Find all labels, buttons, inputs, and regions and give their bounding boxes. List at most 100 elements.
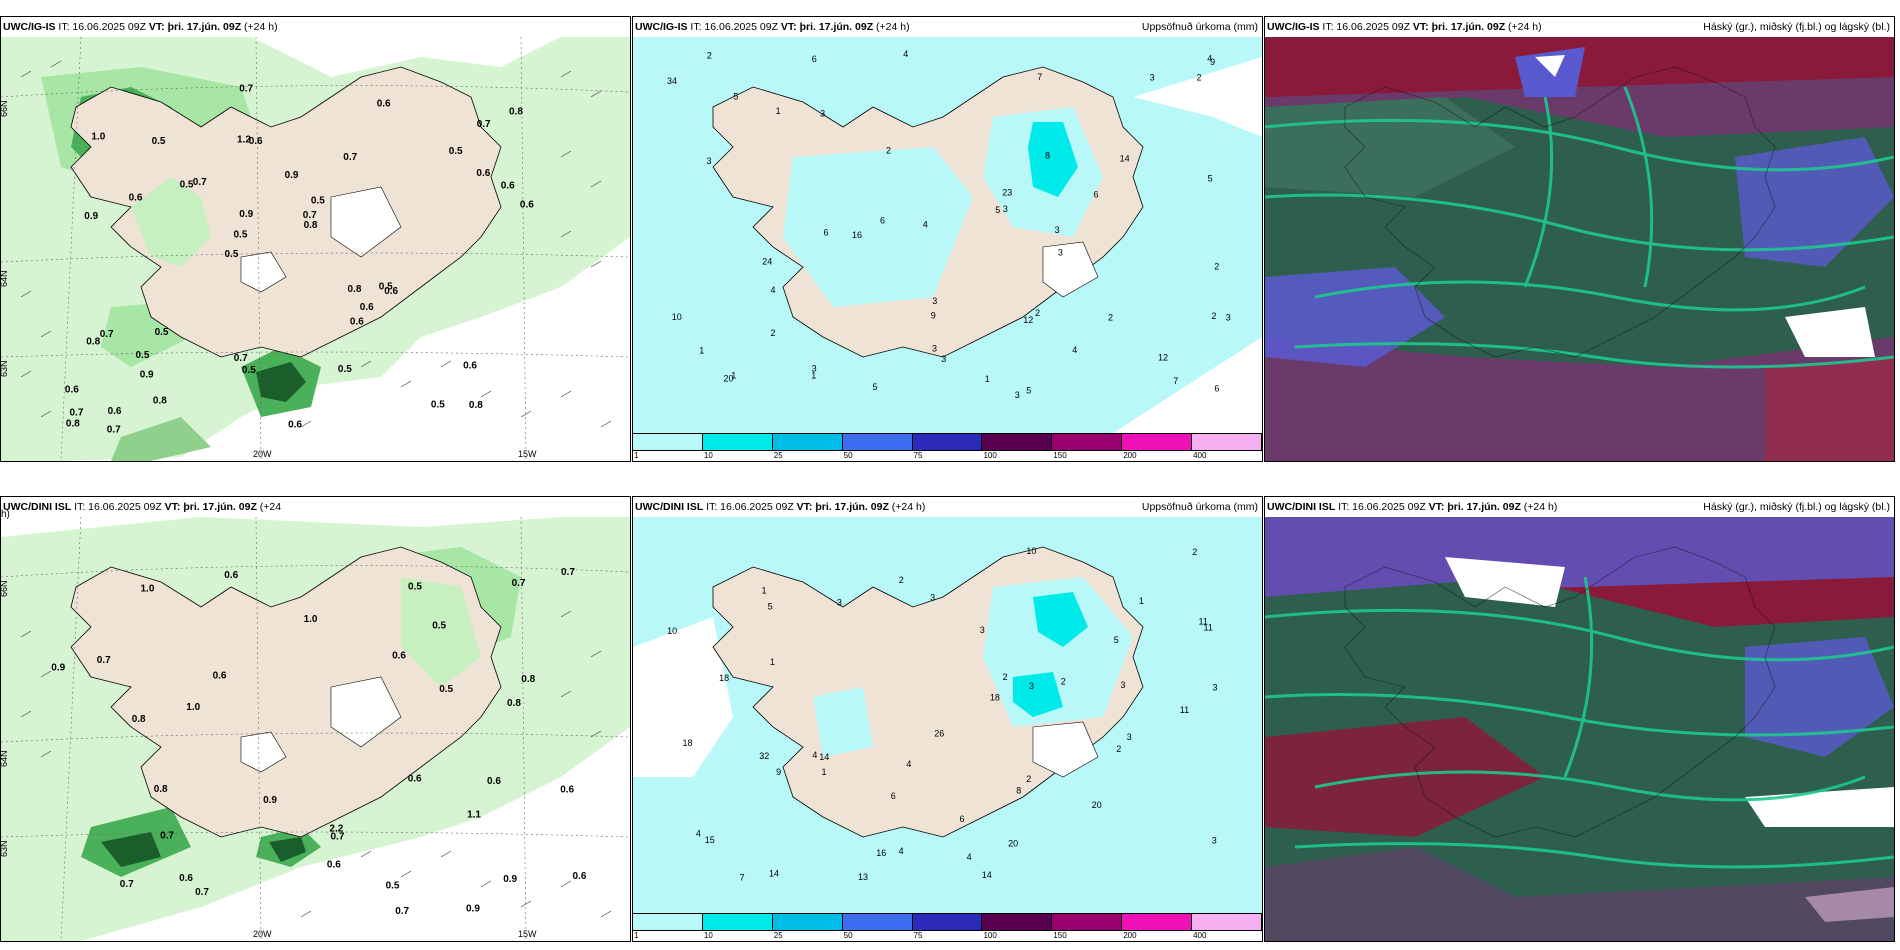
- value-label: 0.5: [431, 400, 445, 411]
- value-label: 0.7: [107, 425, 121, 436]
- value-label: 7: [1173, 376, 1178, 386]
- value-label: 1.2: [237, 135, 251, 146]
- value-label: 2: [1116, 744, 1121, 754]
- value-label: 0.6: [560, 784, 574, 795]
- value-label: 18: [990, 693, 1000, 703]
- lon-label: 20W: [253, 449, 272, 459]
- valid-time-label: VT:: [780, 21, 797, 33]
- value-label: 2: [1212, 311, 1217, 321]
- value-label: 0.6: [384, 286, 398, 297]
- value-label: 3: [980, 625, 985, 635]
- value-label: 14: [1120, 153, 1130, 163]
- value-label: 3: [1121, 680, 1126, 690]
- value-label: 5: [1208, 173, 1213, 183]
- value-label: 0.5: [408, 581, 422, 592]
- value-label: 5: [873, 382, 878, 392]
- map-area: 66N 64N 63N 20W 15W 0.6 0.9 0.7 0.7 2.2 0.6 0.…: [1, 517, 630, 941]
- panel-accum-precip-igis: UWC/IG-IS IT: 16.06.2025 09Z VT: þri. 17…: [632, 16, 1263, 462]
- value-label: 1.0: [141, 584, 155, 595]
- value-label: 0.7: [70, 408, 84, 419]
- value-label: 20: [1008, 839, 1018, 849]
- map-area: [1265, 517, 1894, 941]
- value-label: 1: [762, 586, 767, 596]
- map-area: 66N 64N 63N 20W 15W 0.8 0.9 0.7 0.5 0.7 0.6 1.…: [1, 37, 630, 461]
- panel-wind-precip-dini: UWC/DINI ISL IT: 16.06.2025 09Z VT: þri.…: [0, 496, 631, 942]
- value-label: 0.7: [120, 879, 134, 890]
- value-label: 14: [819, 752, 829, 762]
- colorbar-label: 150: [1053, 931, 1067, 940]
- colorbar-label: 10: [703, 931, 713, 940]
- value-label: 6: [1094, 189, 1099, 199]
- colorbar-labels: 1 10 25 50 75 100 150 200 400: [633, 931, 1262, 941]
- value-label: 0.6: [213, 670, 227, 681]
- value-label: 6: [1214, 384, 1219, 394]
- value-label: 3: [1212, 836, 1217, 846]
- value-label: 26: [934, 728, 944, 738]
- colorbar-swatch: [912, 913, 983, 931]
- value-label: 0.5: [311, 196, 325, 207]
- value-label: 3: [1015, 390, 1020, 400]
- value-label: 6: [824, 227, 829, 237]
- value-label: 0.6: [179, 873, 193, 884]
- value-label: 0.5: [386, 881, 400, 892]
- panel-accum-precip-dini: UWC/DINI ISL IT: 16.06.2025 09Z VT: þri.…: [632, 496, 1263, 942]
- value-label: 10: [667, 626, 677, 636]
- colorbar-label: 400: [1193, 931, 1207, 940]
- value-label: 0.7: [512, 578, 526, 589]
- colorbar-swatch: [702, 913, 773, 931]
- value-label: 0.7: [343, 152, 357, 163]
- model-name: UWC/DINI ISL: [1267, 501, 1336, 513]
- value-label: 16: [852, 230, 862, 240]
- value-label: 11: [1199, 617, 1208, 627]
- colorbar-swatch: [1122, 913, 1193, 931]
- value-label: 0.8: [509, 107, 523, 118]
- colorbar-label: 100: [983, 451, 997, 460]
- value-label: 4: [923, 219, 928, 229]
- value-label: 0.7: [234, 353, 248, 364]
- value-label: 2: [1035, 308, 1040, 318]
- value-label: 3: [837, 598, 842, 608]
- value-label: 0.8: [507, 698, 521, 709]
- model-name: UWC/DINI ISL: [635, 501, 704, 513]
- colorbar-swatch: [633, 913, 703, 931]
- value-label: 11: [1180, 705, 1189, 715]
- value-label: 2: [771, 328, 776, 338]
- value-label: 20: [724, 374, 734, 384]
- value-label: 0.9: [239, 209, 253, 220]
- lon-label: 15W: [518, 929, 537, 939]
- lon-label: 15W: [518, 449, 537, 459]
- value-label: 3: [941, 354, 946, 364]
- value-label: 1.0: [304, 614, 318, 625]
- value-label: 10: [672, 312, 682, 322]
- value-label: 6: [891, 791, 896, 801]
- value-label: 0.9: [503, 874, 517, 885]
- cloud-map-svg: [1265, 517, 1894, 941]
- value-label: 9: [931, 310, 936, 320]
- value-label: 0.6: [288, 420, 302, 431]
- panel-header: UWC/IG-IS IT: 16.06.2025 09Z VT: þri. 17…: [633, 17, 1262, 37]
- value-label: 3: [1029, 681, 1034, 691]
- colorbar-label: 25: [773, 451, 783, 460]
- value-label: 23: [1002, 187, 1012, 197]
- value-label: 4: [771, 285, 776, 295]
- value-label: 0.6: [350, 316, 364, 327]
- valid-time-label: VT:: [1428, 501, 1445, 513]
- value-label: 14: [769, 868, 779, 878]
- value-label: 0.5: [225, 249, 239, 260]
- colorbar-labels: 1 10 25 50 75 100 150 200 400: [633, 451, 1262, 461]
- lead-time: (+24 h): [1523, 501, 1558, 513]
- lead-time: (+24 h): [876, 21, 910, 33]
- model-name: UWC/IG-IS: [1267, 21, 1320, 33]
- valid-time: þri. 17.jún. 09Z: [1447, 501, 1521, 513]
- value-label: 16: [876, 848, 886, 858]
- value-label: 3: [1055, 225, 1060, 235]
- value-label: 0.6: [573, 871, 587, 882]
- value-label: 0.7: [97, 655, 111, 666]
- value-label: 4: [967, 852, 972, 862]
- value-label: 1: [770, 657, 775, 667]
- panel-variable: Uppsöfnuð úrkoma (mm): [1141, 21, 1258, 33]
- value-label: 1: [699, 346, 704, 356]
- valid-time: þri. 17.jún. 09Z: [167, 21, 242, 33]
- panel-clouds-igis: UWC/IG-IS IT: 16.06.2025 09Z VT: þri. 17…: [1264, 16, 1895, 462]
